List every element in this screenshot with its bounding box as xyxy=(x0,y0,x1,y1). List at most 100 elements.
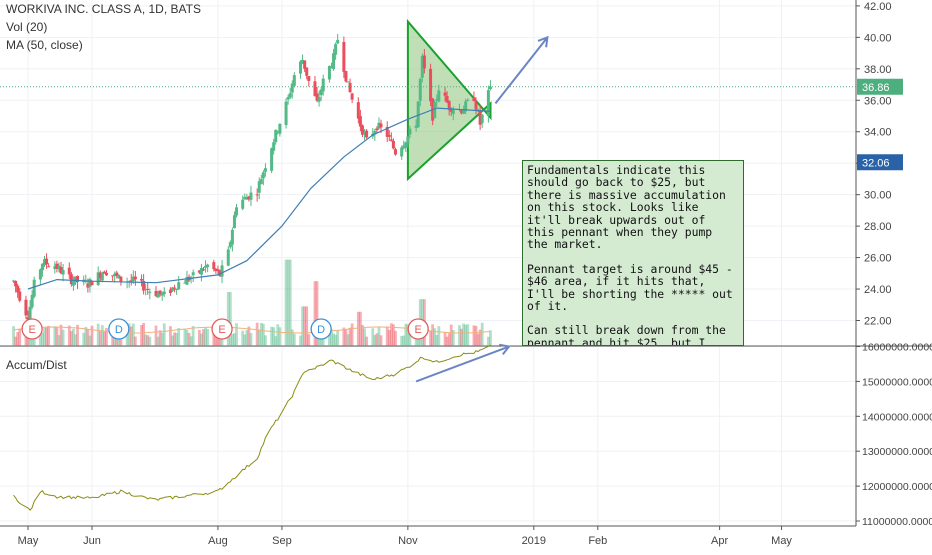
event-marker[interactable] xyxy=(211,318,233,340)
candle-body xyxy=(284,101,288,125)
candle-body xyxy=(43,259,47,266)
volume-bar xyxy=(257,330,261,346)
volume-bar xyxy=(270,326,274,346)
volume-bar xyxy=(183,329,187,346)
volume-bar xyxy=(336,330,340,346)
ma-legend[interactable]: MA (50, close) xyxy=(6,38,83,52)
volume-bar xyxy=(371,328,375,346)
accum-dist-line xyxy=(13,344,491,511)
volume-bar xyxy=(90,325,94,346)
event-marker[interactable] xyxy=(21,318,43,340)
note-paragraph: Fundamentals indicate this should go bac… xyxy=(527,163,726,252)
candle-body xyxy=(243,196,247,200)
candle-body xyxy=(377,122,381,129)
candle-body xyxy=(115,272,119,276)
volume-bar xyxy=(392,324,395,346)
time-axis-label: May xyxy=(18,535,39,547)
event-marker[interactable] xyxy=(310,318,332,340)
volume-bar xyxy=(249,333,253,346)
candle-body xyxy=(86,283,90,288)
volume-bar xyxy=(72,328,75,346)
volume-bar xyxy=(41,332,44,346)
volume-bar xyxy=(59,324,63,346)
price-axis-label: 30.00 xyxy=(864,190,892,202)
candle-body xyxy=(142,280,146,291)
candle-body xyxy=(292,75,296,86)
volume-bar xyxy=(228,292,232,346)
candle-body xyxy=(12,280,16,282)
current-price-badge-text: 36.86 xyxy=(862,82,890,94)
volume-bar xyxy=(261,323,265,346)
candle-body xyxy=(73,276,77,283)
volume-bar xyxy=(187,332,191,346)
price-axis-label: 36.00 xyxy=(864,95,892,107)
volume-bar xyxy=(218,333,222,346)
candle-body xyxy=(32,279,36,297)
candle-body xyxy=(249,192,253,200)
candle-body xyxy=(96,272,100,285)
volume-bar xyxy=(125,330,129,346)
candle-body xyxy=(185,276,189,285)
candle-body xyxy=(53,266,57,269)
volume-bar xyxy=(315,281,319,346)
volume-bar xyxy=(200,333,203,346)
candle-body xyxy=(274,129,278,143)
volume-bar xyxy=(385,326,389,346)
candle-body xyxy=(218,270,222,276)
volume-bar xyxy=(233,333,236,346)
indicator-axis-label: 12000000.0000 xyxy=(862,481,932,493)
volume-bar xyxy=(88,335,92,346)
candle-body xyxy=(336,39,340,44)
candle-body xyxy=(228,242,232,248)
volume-bar xyxy=(169,326,172,346)
candle-body xyxy=(102,271,106,274)
candle-body xyxy=(360,125,364,135)
candle-body xyxy=(332,53,336,70)
event-marker[interactable] xyxy=(407,318,429,340)
volume-bar xyxy=(197,329,201,346)
ma-value-badge-text: 32.06 xyxy=(862,157,890,169)
event-marker-label: E xyxy=(28,324,35,336)
accum-dist-legend[interactable]: Accum/Dist xyxy=(6,358,67,372)
candle-body xyxy=(278,123,282,134)
candle-body xyxy=(113,273,117,276)
volume-bar xyxy=(394,330,397,346)
candle-body xyxy=(140,279,144,281)
volume-bar xyxy=(429,330,432,346)
volume-bar xyxy=(142,322,146,346)
volume-bar xyxy=(264,335,267,346)
note-paragraph: Pennant target is around $45 - $46 area,… xyxy=(527,261,733,314)
volume-bar xyxy=(433,328,437,346)
candle-body xyxy=(24,299,28,316)
volume-bar xyxy=(45,326,48,346)
volume-bar xyxy=(171,335,174,346)
volume-bar xyxy=(98,331,102,346)
candle-body xyxy=(365,130,369,138)
symbol-title: WORKIVA INC. CLASS A, 1D, BATS xyxy=(6,2,201,16)
candle-body xyxy=(327,66,331,80)
volume-bar xyxy=(191,325,195,346)
candle-body xyxy=(232,215,236,229)
volume-bar xyxy=(334,334,338,346)
candle-body xyxy=(272,142,276,151)
price-axis-label: 42.00 xyxy=(864,1,892,13)
time-axis-label: Nov xyxy=(398,535,418,547)
price-axis-label: 24.00 xyxy=(864,284,892,296)
volume-bar xyxy=(363,328,366,346)
volume-bar xyxy=(478,329,482,346)
volume-bar xyxy=(458,325,461,346)
candle-body xyxy=(348,82,352,93)
event-marker[interactable] xyxy=(108,318,130,340)
volume-bar xyxy=(379,335,383,346)
time-axis-label: May xyxy=(771,535,792,547)
volume-bar xyxy=(406,324,410,346)
candle-body xyxy=(329,66,333,68)
candle-body xyxy=(162,291,166,295)
candle-body xyxy=(488,86,492,90)
volume-legend[interactable]: Vol (20) xyxy=(6,20,48,34)
volume-bar xyxy=(373,335,377,346)
candle-body xyxy=(451,109,455,114)
candle-body xyxy=(55,263,59,269)
